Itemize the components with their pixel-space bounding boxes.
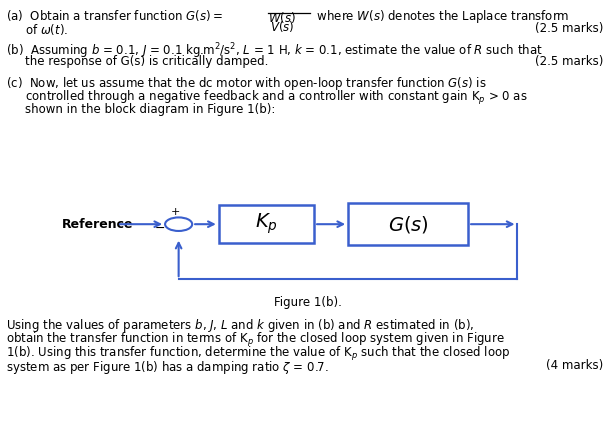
Text: shown in the block diagram in Figure 1(b):: shown in the block diagram in Figure 1(b… [25,103,275,116]
Text: $K_p$: $K_p$ [255,212,278,236]
Text: (a)  Obtain a transfer function $G(s)=$: (a) Obtain a transfer function $G(s)=$ [6,8,223,23]
Text: the response of G(s) is critically damped.: the response of G(s) is critically dampe… [25,55,268,69]
Text: (c)  Now, let us assume that the dc motor with open-loop transfer function $G(s): (c) Now, let us assume that the dc motor… [6,75,487,92]
Text: 1(b). Using this transfer function, determine the value of K$_p$ such that the c: 1(b). Using this transfer function, dete… [6,345,511,363]
Text: (4 marks): (4 marks) [546,359,604,372]
Text: controlled through a negative feedback and a controller with constant gain K$_p$: controlled through a negative feedback a… [25,89,527,107]
FancyBboxPatch shape [348,203,468,245]
Text: +: + [171,207,180,217]
Text: $V(s)$: $V(s)$ [270,19,294,33]
Text: where $W(s)$ denotes the Laplace transform: where $W(s)$ denotes the Laplace transfo… [313,8,569,25]
Text: Using the values of parameters $b$, $J$, $L$ and $k$ given in (b) and $R$ estima: Using the values of parameters $b$, $J$,… [6,317,474,334]
Text: $G(s)$: $G(s)$ [387,214,429,235]
Text: system as per Figure 1(b) has a damping ratio $\zeta$ = 0.7.: system as per Figure 1(b) has a damping … [6,359,329,376]
Text: (b)  Assuming $b$ = 0.1, $J$ = 0.1 kg.m$^2$/s$^2$, $L$ = 1 H, $k$ = 0.1, estimat: (b) Assuming $b$ = 0.1, $J$ = 0.1 kg.m$^… [6,41,543,61]
Text: −: − [155,222,166,235]
Text: (2.5 marks): (2.5 marks) [535,22,604,35]
Text: $W(s)$: $W(s)$ [268,10,296,25]
Text: of $\omega(t)$.: of $\omega(t)$. [25,22,68,37]
FancyBboxPatch shape [219,205,314,243]
Text: Reference: Reference [62,218,133,231]
Text: (2.5 marks): (2.5 marks) [535,55,604,69]
Text: obtain the transfer function in terms of K$_p$ for the closed loop system given : obtain the transfer function in terms of… [6,331,505,349]
Text: Figure 1(b).: Figure 1(b). [274,296,342,309]
